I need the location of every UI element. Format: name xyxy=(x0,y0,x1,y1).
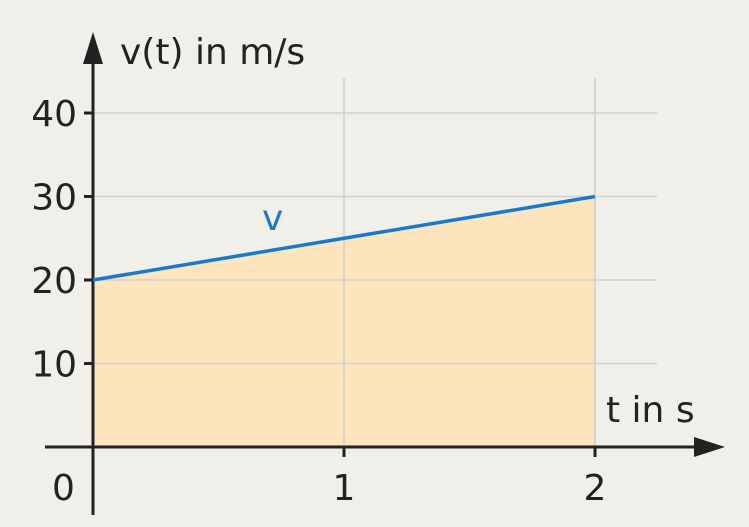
x-tick-label-0: 1 xyxy=(333,468,356,509)
origin-label: 0 xyxy=(52,468,75,509)
grid xyxy=(93,78,657,447)
y-tick-label-2: 30 xyxy=(31,178,77,219)
y-tick-label-3: 40 xyxy=(31,94,77,135)
x-axis-arrow xyxy=(694,437,725,457)
y-axis-label: v(t) in m/s xyxy=(120,32,305,73)
x-tick-label-1: 2 xyxy=(584,468,607,509)
x-axis-label: t in s xyxy=(606,390,695,431)
y-axis-arrow xyxy=(83,32,103,64)
y-ticks: 10 20 30 40 xyxy=(31,94,93,386)
series-label-v: v xyxy=(262,198,283,239)
y-tick-label-1: 20 xyxy=(31,261,77,302)
series-line-v xyxy=(92,194,596,282)
y-tick-label-0: 10 xyxy=(31,345,77,386)
